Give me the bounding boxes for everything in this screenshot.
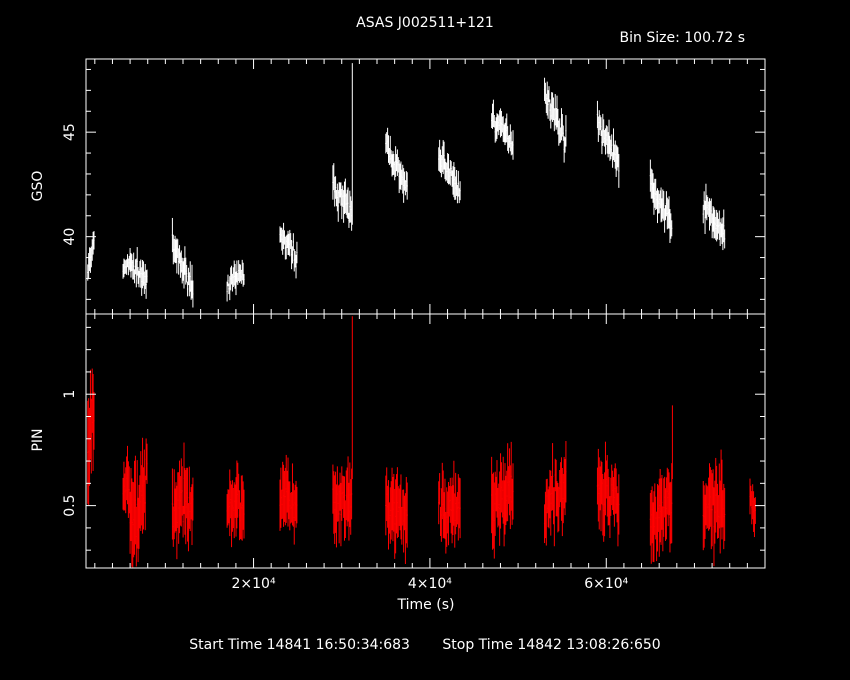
chart-title: ASAS J002511+121 bbox=[356, 15, 494, 31]
x-tick-label: 2×10⁴ bbox=[232, 576, 276, 592]
bin-size-label: Bin Size: 100.72 s bbox=[619, 30, 745, 46]
pin-series bbox=[87, 316, 756, 568]
time-footer: Start Time 14841 16:50:34:683 Stop Time … bbox=[0, 637, 850, 653]
y-tick-label: 1 bbox=[62, 390, 78, 399]
pin-axis-label: PIN bbox=[30, 428, 46, 452]
x-axis-label: Time (s) bbox=[397, 597, 455, 613]
gso-series bbox=[87, 63, 726, 308]
y-tick-label: 40 bbox=[62, 228, 78, 246]
x-tick-label: 4×10⁴ bbox=[408, 576, 452, 592]
y-tick-label: 45 bbox=[62, 123, 78, 141]
stop-time: Stop Time 14842 13:08:26:650 bbox=[442, 637, 661, 653]
gso-axis-label: GSO bbox=[30, 170, 46, 202]
x-tick-label: 6×10⁴ bbox=[584, 576, 628, 592]
axis-ticks: 40 45 0.5 1 2×10⁴ 4×10⁴ 6×10⁴ bbox=[62, 59, 766, 592]
start-time: Start Time 14841 16:50:34:683 bbox=[189, 637, 410, 653]
y-tick-label: 0.5 bbox=[62, 494, 78, 516]
